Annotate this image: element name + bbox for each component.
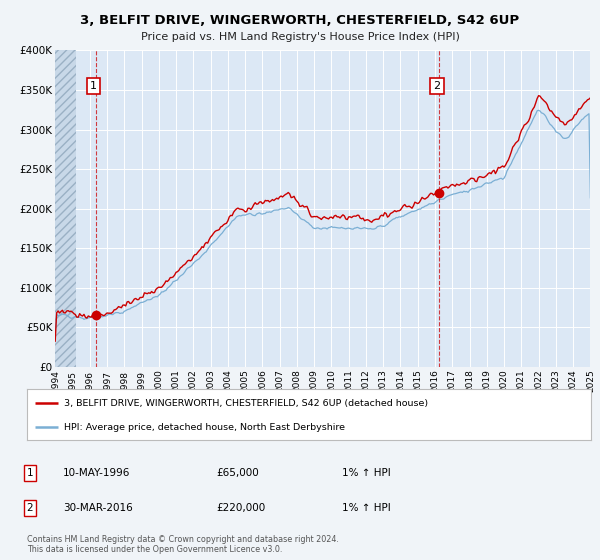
Text: 1: 1 — [26, 468, 34, 478]
Text: 10-MAY-1996: 10-MAY-1996 — [63, 468, 130, 478]
Text: £220,000: £220,000 — [216, 503, 265, 513]
Text: 2: 2 — [26, 503, 34, 513]
Text: 2: 2 — [433, 81, 440, 91]
Text: 3, BELFIT DRIVE, WINGERWORTH, CHESTERFIELD, S42 6UP (detached house): 3, BELFIT DRIVE, WINGERWORTH, CHESTERFIE… — [64, 399, 428, 408]
Text: 30-MAR-2016: 30-MAR-2016 — [63, 503, 133, 513]
Text: 3, BELFIT DRIVE, WINGERWORTH, CHESTERFIELD, S42 6UP: 3, BELFIT DRIVE, WINGERWORTH, CHESTERFIE… — [80, 14, 520, 27]
Text: 1% ↑ HPI: 1% ↑ HPI — [342, 503, 391, 513]
Text: £65,000: £65,000 — [216, 468, 259, 478]
Text: HPI: Average price, detached house, North East Derbyshire: HPI: Average price, detached house, Nort… — [64, 422, 344, 432]
Text: 1: 1 — [90, 81, 97, 91]
Bar — [55, 50, 76, 367]
Text: This data is licensed under the Open Government Licence v3.0.: This data is licensed under the Open Gov… — [27, 545, 283, 554]
Text: 1% ↑ HPI: 1% ↑ HPI — [342, 468, 391, 478]
Text: Contains HM Land Registry data © Crown copyright and database right 2024.: Contains HM Land Registry data © Crown c… — [27, 535, 339, 544]
Text: Price paid vs. HM Land Registry's House Price Index (HPI): Price paid vs. HM Land Registry's House … — [140, 32, 460, 42]
